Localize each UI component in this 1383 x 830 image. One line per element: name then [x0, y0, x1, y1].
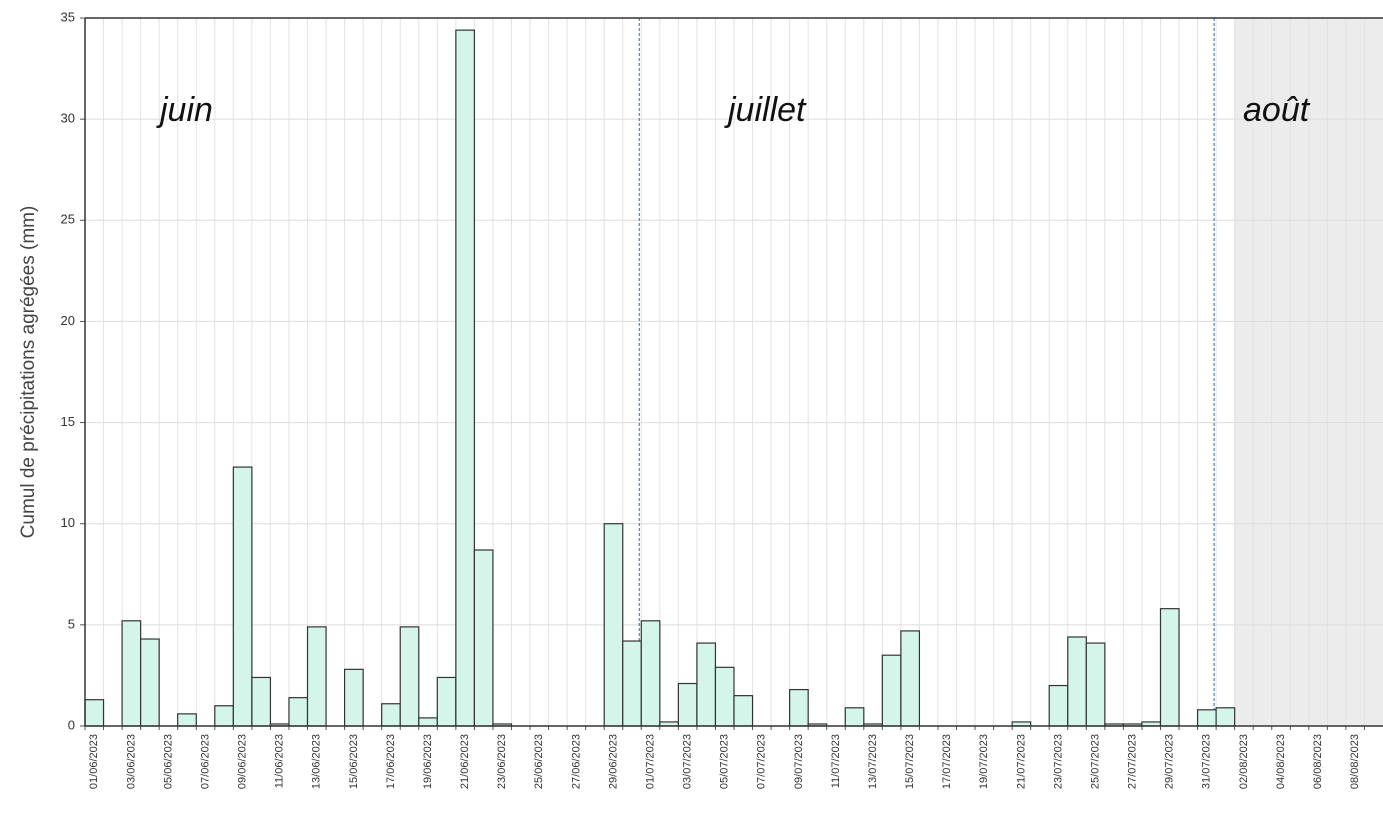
- bar: [455, 29, 476, 727]
- x-tick-label: 25/06/2023: [533, 734, 545, 789]
- bar: [844, 707, 865, 727]
- bar: [733, 695, 754, 727]
- x-tick-label: 06/08/2023: [1312, 734, 1324, 789]
- x-tick-label: 03/06/2023: [125, 734, 137, 789]
- bar: [121, 620, 142, 727]
- y-tick-label: 5: [68, 616, 75, 631]
- no-data-shade: [1290, 18, 1310, 726]
- month-label: août: [1243, 91, 1311, 129]
- month-label: juin: [156, 91, 213, 129]
- x-tick-label: 19/06/2023: [422, 734, 434, 789]
- bar: [1048, 684, 1069, 727]
- x-tick-label: 07/07/2023: [756, 734, 768, 789]
- x-tick-label: 09/06/2023: [237, 734, 249, 789]
- x-tick-label: 23/06/2023: [496, 734, 508, 789]
- x-tick-label: 29/06/2023: [607, 734, 619, 789]
- x-tick-label: 27/07/2023: [1127, 734, 1139, 789]
- bar: [418, 717, 438, 727]
- x-tick-label: 09/07/2023: [793, 734, 805, 789]
- x-tick-label: 11/07/2023: [830, 734, 842, 788]
- y-tick-label: 35: [61, 9, 75, 24]
- y-tick-label: 25: [61, 212, 75, 227]
- no-data-shade: [1345, 18, 1365, 726]
- x-tick-label: 17/07/2023: [941, 734, 953, 789]
- bar: [696, 642, 717, 727]
- bar: [1196, 709, 1217, 727]
- bar: [1159, 608, 1180, 727]
- bar: [288, 697, 309, 727]
- month-label: juillet: [724, 91, 807, 129]
- no-data-shade: [1327, 18, 1347, 726]
- y-tick-label: 0: [68, 717, 75, 732]
- x-tick-label: 07/06/2023: [199, 734, 211, 789]
- x-tick-label: 05/06/2023: [162, 734, 174, 789]
- x-tick-label: 13/07/2023: [867, 734, 879, 789]
- bar: [881, 654, 902, 727]
- bar: [473, 549, 494, 727]
- x-tick-label: 31/07/2023: [1201, 734, 1213, 789]
- x-tick-label: 03/07/2023: [682, 734, 694, 789]
- no-data-shade: [1253, 18, 1273, 726]
- bar: [344, 668, 364, 727]
- bar: [1085, 642, 1106, 727]
- bar: [214, 705, 234, 727]
- bar: [306, 626, 327, 727]
- bar: [789, 688, 809, 727]
- bar: [399, 626, 420, 727]
- no-data-shade: [1308, 18, 1328, 726]
- y-tick-label: 10: [61, 515, 75, 530]
- x-tick-label: 15/06/2023: [348, 734, 360, 789]
- bar: [1215, 707, 1236, 727]
- x-tick-label: 25/07/2023: [1089, 734, 1101, 789]
- bar: [622, 640, 642, 727]
- bar: [640, 620, 661, 727]
- bar: [714, 666, 735, 727]
- bar: [251, 676, 272, 727]
- y-tick-label: 20: [61, 313, 75, 328]
- x-tick-label: 15/07/2023: [904, 734, 916, 789]
- x-tick-label: 21/07/2023: [1015, 734, 1027, 789]
- x-tick-label: 08/08/2023: [1349, 734, 1361, 789]
- x-tick-label: 27/06/2023: [570, 734, 582, 789]
- x-tick-label: 01/07/2023: [644, 734, 656, 789]
- x-tick-label: 13/06/2023: [311, 734, 323, 789]
- bar: [900, 630, 921, 727]
- bar: [1067, 636, 1087, 727]
- no-data-shade: [1364, 18, 1383, 726]
- bar: [603, 523, 624, 727]
- bar: [140, 638, 160, 727]
- y-tick-label: 15: [61, 414, 75, 429]
- x-tick-label: 29/07/2023: [1164, 734, 1176, 789]
- bar: [84, 699, 105, 727]
- bar: [177, 713, 197, 727]
- bar: [436, 676, 457, 727]
- y-tick-label: 30: [61, 111, 75, 126]
- x-tick-label: 11/06/2023: [274, 734, 286, 788]
- x-tick-label: 21/06/2023: [459, 734, 471, 789]
- x-tick-label: 01/06/2023: [88, 734, 100, 789]
- x-tick-label: 05/07/2023: [719, 734, 731, 789]
- x-tick-label: 23/07/2023: [1052, 734, 1064, 789]
- x-tick-label: 17/06/2023: [385, 734, 397, 789]
- x-tick-label: 04/08/2023: [1275, 734, 1287, 789]
- y-axis-label: Cumul de précipitations agrégées (mm): [18, 206, 39, 539]
- no-data-shade: [1234, 18, 1254, 726]
- bar: [232, 466, 253, 727]
- x-tick-label: 02/08/2023: [1238, 734, 1250, 789]
- x-tick-label: 19/07/2023: [978, 734, 990, 789]
- bar: [381, 703, 401, 727]
- bar: [677, 682, 698, 727]
- no-data-shade: [1271, 18, 1291, 726]
